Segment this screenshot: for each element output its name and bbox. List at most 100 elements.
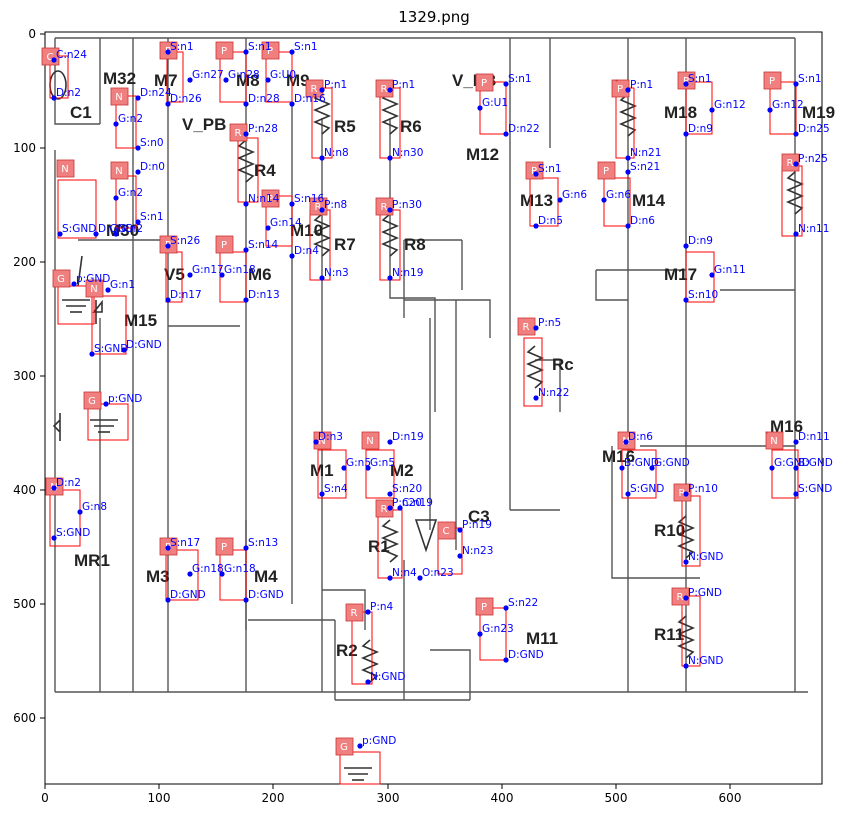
terminal-label: D:n5 <box>538 215 563 227</box>
terminal-dot <box>457 553 463 559</box>
terminal-dot <box>649 465 655 471</box>
y-tick-label: 200 <box>13 255 36 269</box>
terminal-label: G:n12 <box>772 99 804 111</box>
terminal-label: G:n2 <box>118 187 143 199</box>
terminal-dot <box>365 465 371 471</box>
terminal-label: G:n6 <box>562 189 587 201</box>
y-axis: 0 100 200 300 400 500 600 <box>13 27 45 725</box>
terminal-dot <box>187 272 193 278</box>
badge-label: R <box>381 84 388 95</box>
terminal-dot <box>709 107 715 113</box>
terminal-label: D:n16 <box>294 93 326 105</box>
terminal-label: C:n19 <box>402 497 433 509</box>
terminal-label: G:n28 <box>228 69 260 81</box>
badge-label: G <box>340 742 348 753</box>
terminal-label: D:n13 <box>248 289 280 301</box>
component-name: M7 <box>154 71 178 90</box>
terminal-dot <box>503 605 509 611</box>
terminal-label: p:GND <box>108 393 142 405</box>
terminal-dot <box>387 275 393 281</box>
badge-label: P <box>603 166 609 177</box>
terminal-dot <box>683 131 689 137</box>
x-tick-label: 500 <box>605 791 628 805</box>
terminal-dot <box>89 351 95 357</box>
terminal-label: P:n5 <box>538 317 561 329</box>
terminal-label: P:n19 <box>462 519 492 531</box>
terminal-label: B:GND <box>798 457 833 469</box>
terminal-label: C:n24 <box>56 49 87 61</box>
terminal-label: S:n10 <box>688 289 718 301</box>
component-name: M15 <box>124 311 157 330</box>
terminal-label: S:GND <box>630 483 664 495</box>
terminal-label: D:n6 <box>630 215 655 227</box>
terminal-label: S:n17 <box>170 537 200 549</box>
component-name: Rc <box>552 355 574 374</box>
terminal-label: G:n1 <box>110 279 135 291</box>
badge-label: R <box>787 158 794 169</box>
component-name: M19 <box>802 103 835 122</box>
component-name: R5 <box>334 117 356 136</box>
x-tick-label: 400 <box>491 791 514 805</box>
component-name: R2 <box>336 641 358 660</box>
terminal-label: S:n1 <box>688 73 712 85</box>
circuit-wires <box>54 37 808 701</box>
component-name: R4 <box>254 161 276 180</box>
badge-label: G <box>88 396 96 407</box>
terminal-label: P:n1 <box>392 79 415 91</box>
badge-label: N <box>366 436 373 447</box>
badge-label: R <box>523 322 530 333</box>
terminal-label: S:n4 <box>324 483 348 495</box>
terminal-label: D:n9 <box>688 123 713 135</box>
component-name: R8 <box>404 235 426 254</box>
terminal-label: D:n25 <box>798 123 830 135</box>
component-name: R1 <box>368 537 390 556</box>
terminal-dot <box>341 465 347 471</box>
terminal-label: G:U0 <box>270 69 296 81</box>
component-name: M3 <box>146 567 170 586</box>
terminal-dot <box>769 465 775 471</box>
component-name: M2 <box>390 461 414 480</box>
component-name: M11 <box>526 629 558 648</box>
terminal-label: G:GND <box>654 457 690 469</box>
terminal-dot <box>397 505 403 511</box>
terminal-dot <box>165 49 171 55</box>
terminal-label: B:GND <box>624 457 659 469</box>
badge-label: P <box>267 194 273 205</box>
badge-label: R <box>315 202 322 213</box>
terminal-label: S:GND <box>62 223 96 235</box>
terminal-dot <box>219 272 225 278</box>
terminal-label: D:n4 <box>294 245 319 257</box>
badge-label: R <box>679 488 686 499</box>
terminal-label: G:n17 <box>192 264 224 276</box>
terminal-dot <box>793 161 799 167</box>
terminal-dot <box>387 575 393 581</box>
terminal-dot <box>243 49 249 55</box>
terminal-label: N:n8 <box>324 147 349 159</box>
terminal-dot <box>533 395 539 401</box>
terminal-dot <box>319 155 325 161</box>
terminal-label: D:GND <box>126 339 162 351</box>
terminal-dot <box>387 505 393 511</box>
terminal-dot <box>265 225 271 231</box>
x-tick-label: 100 <box>148 791 171 805</box>
terminal-dot <box>533 171 539 177</box>
badge-label: R <box>311 84 318 95</box>
terminal-dot <box>71 281 77 287</box>
terminal-label: S:n1 <box>508 73 532 85</box>
terminal-label: G:n27 <box>192 69 224 81</box>
terminal-label: S:GND <box>56 527 90 539</box>
badge-label: P <box>221 240 227 251</box>
terminal-dot <box>105 287 111 293</box>
terminal-dot <box>289 101 295 107</box>
terminal-label: N:GND <box>370 671 405 683</box>
terminal-label: G:n8 <box>82 501 107 513</box>
badge-label: P <box>481 602 487 613</box>
terminal-label: D:n19 <box>392 431 424 443</box>
terminal-dot <box>793 491 799 497</box>
terminal-label: S:n16 <box>294 193 325 205</box>
terminal-dot <box>223 77 229 83</box>
terminal-label: S:n1 <box>140 211 164 223</box>
terminal-label: G:n12 <box>714 99 746 111</box>
terminal-label: P:n28 <box>248 123 278 135</box>
